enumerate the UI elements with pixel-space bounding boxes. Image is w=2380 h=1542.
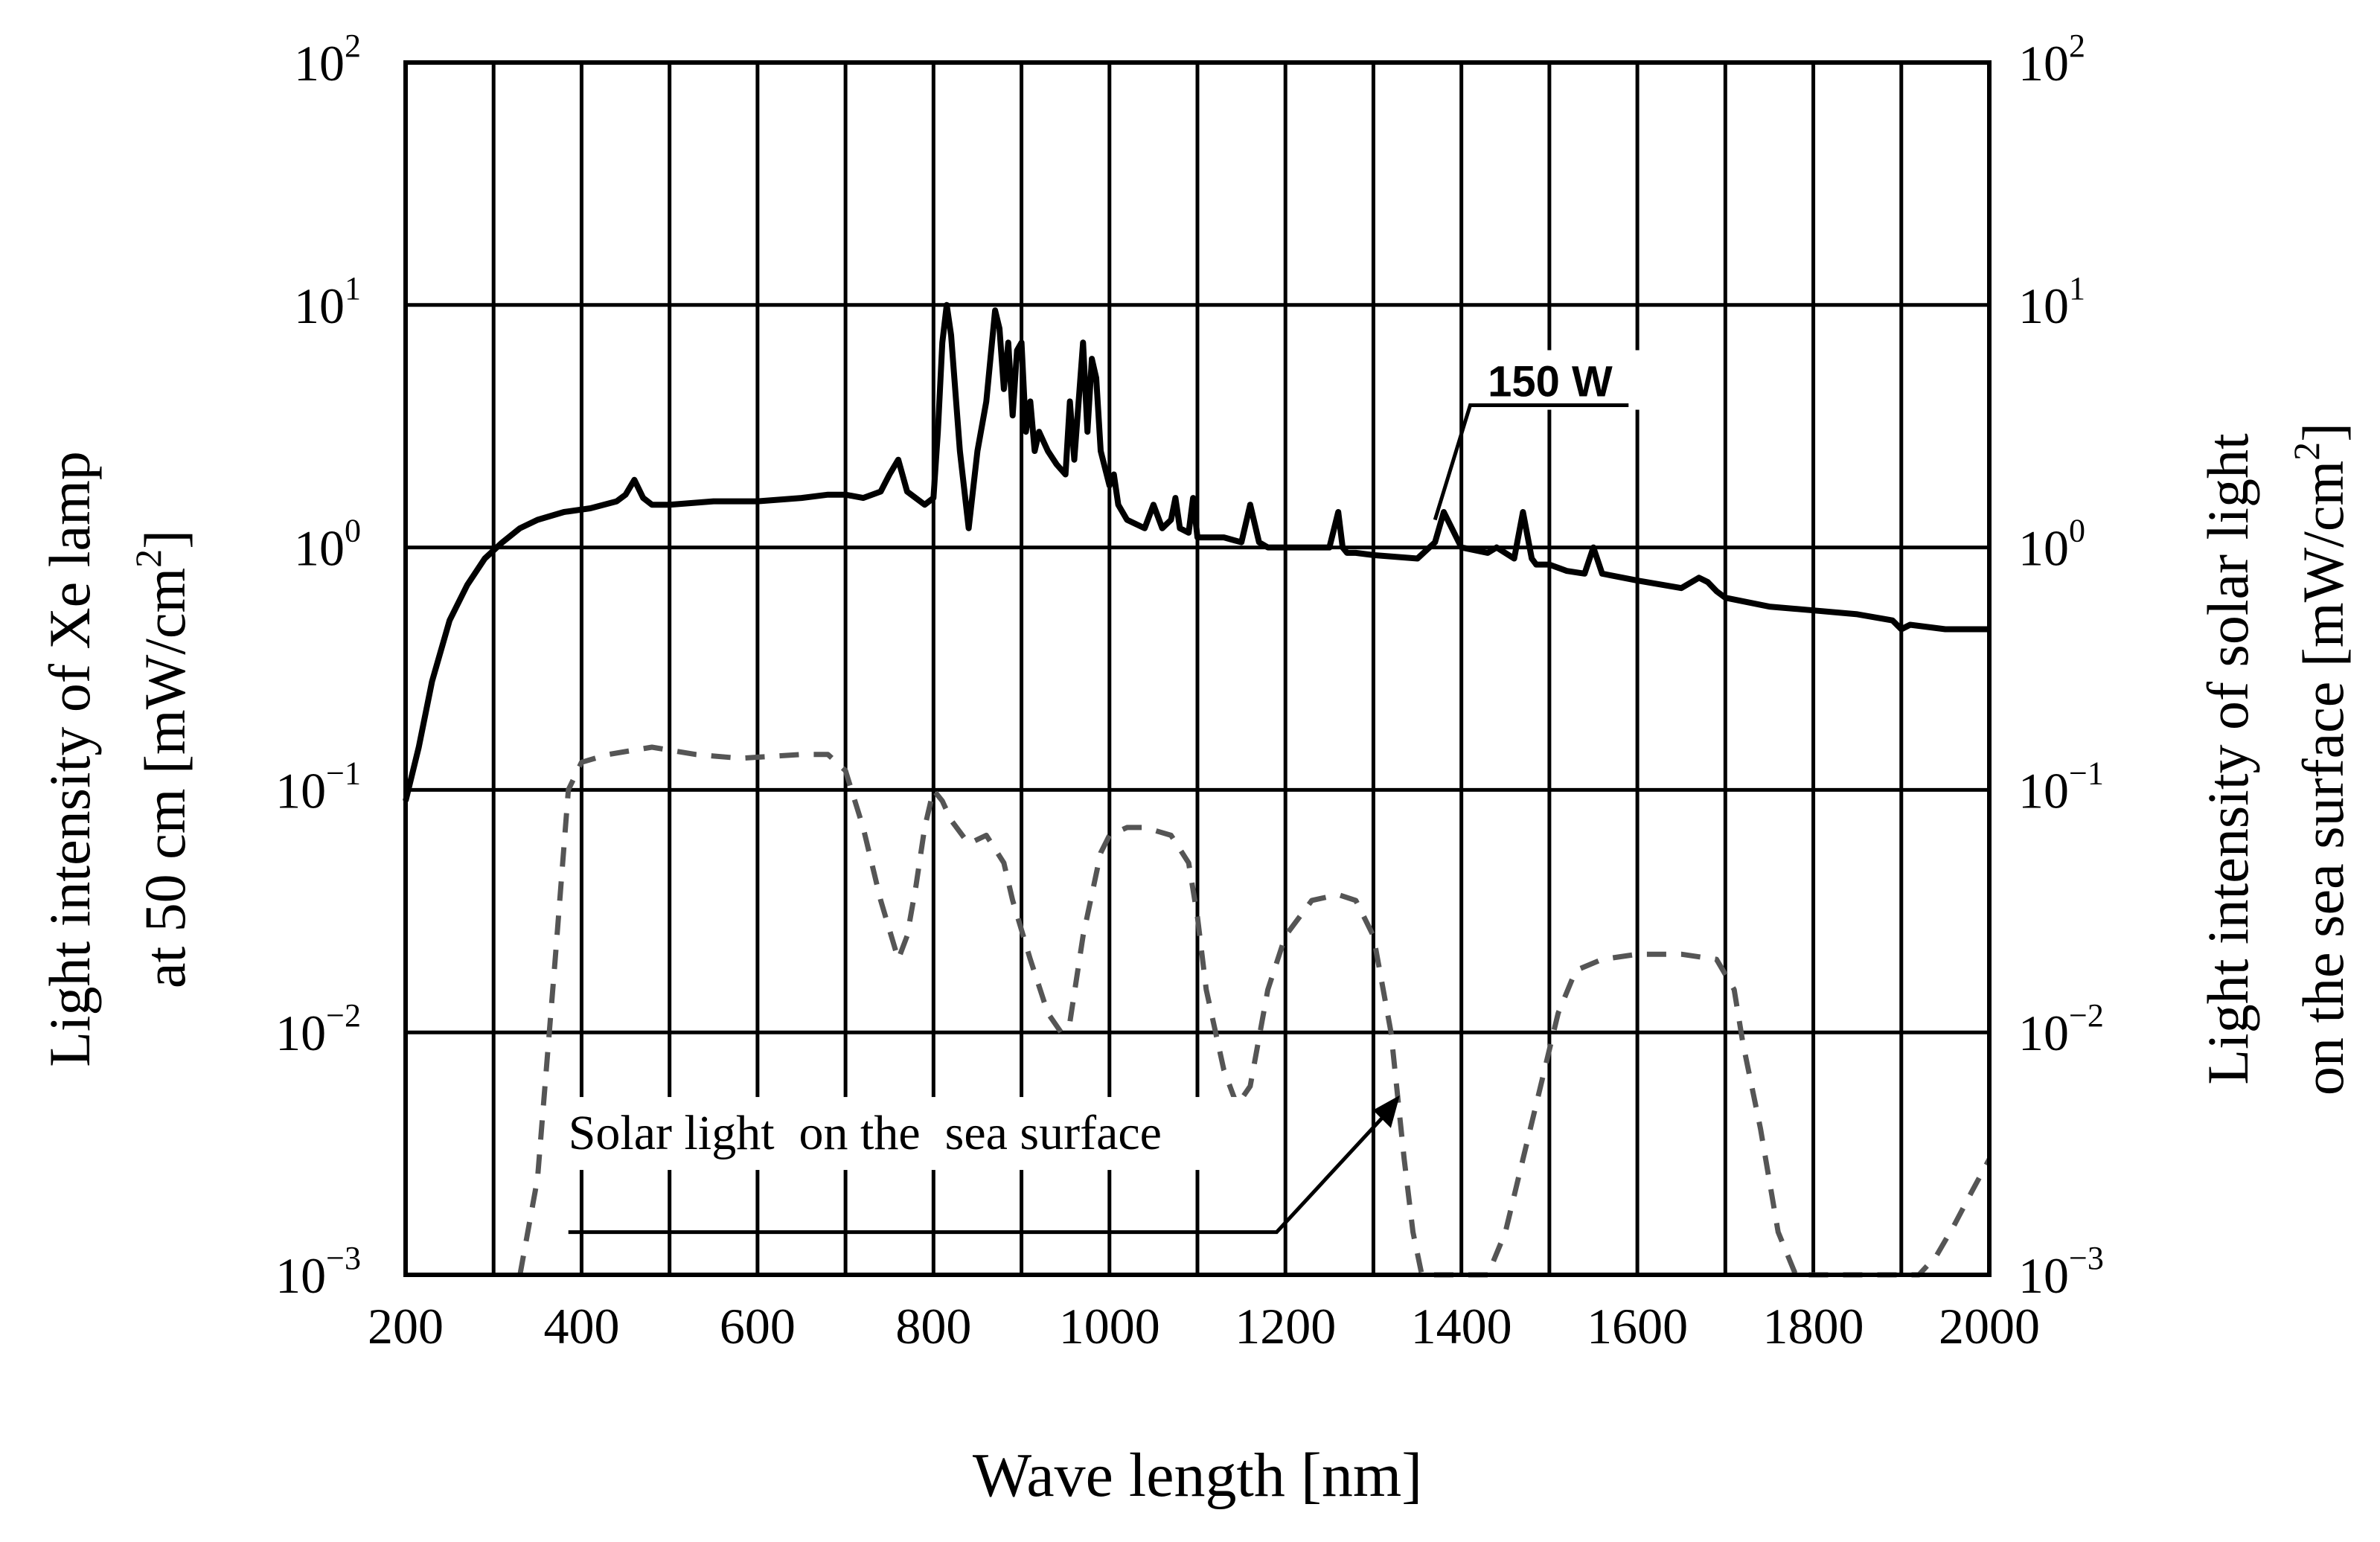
plot-frame (403, 60, 1992, 1277)
x-tick-label: 1200 (1235, 1298, 1336, 1354)
label-solar-arrowhead (1372, 1095, 1400, 1128)
x-tick-label: 600 (720, 1298, 796, 1354)
y-tick-label-right: 101 (2018, 270, 2085, 334)
label-solar-light: Solar light on the sea surface (569, 1106, 1162, 1160)
series-xe-lamp-150w-line (403, 301, 1989, 802)
label-150w: 150 W (1488, 358, 1613, 406)
label-150w-leader-line (1433, 403, 1629, 521)
y-tick-label-left: 102 (294, 28, 361, 92)
x-tick-label: 200 (368, 1298, 444, 1354)
y-tick-label-left: 100 (294, 513, 361, 577)
x-tick-label: 1000 (1059, 1298, 1160, 1354)
y-axis-right-title-superscript: 2 (2285, 442, 2327, 461)
series-solar-light-line (517, 744, 1992, 1278)
annotations: 150 W Solar light on the sea surface (553, 350, 1652, 1235)
x-axis-title: Wave length [nm] (973, 1441, 1422, 1510)
y-axis-right-title-line1: Light intensity of solar light (2195, 433, 2260, 1085)
label-150w-background (1480, 350, 1652, 410)
y-tick-label-left: 101 (294, 270, 361, 334)
y-axis-right-title: Light intensity of solar light on the se… (2195, 423, 2355, 1095)
y-tick-label-left: 10−1 (275, 755, 361, 819)
label-solar-background (553, 1097, 1283, 1171)
x-tick-label: 1800 (1763, 1298, 1864, 1354)
y-axis-left-title: Light intensity of Xe lamp at 50 cm [mW/… (37, 451, 197, 1067)
y-tick-label-left: 10−3 (275, 1240, 361, 1304)
y-tick-label-right: 10−2 (2018, 997, 2104, 1061)
y-axis-right-title-line2: on the sea surface [mW/cm2] (2285, 423, 2355, 1095)
y-axis-left-title-line2-text: at 50 cm [mW/cm (132, 568, 197, 988)
y-axis-left-title-line1: Light intensity of Xe lamp (37, 451, 102, 1067)
x-tick-label: 1400 (1411, 1298, 1512, 1354)
x-axis-ticks: 200 400 600 800 1000 1200 1400 1600 1800 2000 (368, 1298, 2040, 1354)
x-tick-label: 2000 (1939, 1298, 2040, 1354)
y-axis-left-title-line2: at 50 cm [mW/cm2] (127, 530, 197, 988)
x-tick-label: 800 (895, 1298, 971, 1354)
y-axis-left-title-close: ] (132, 530, 197, 549)
x-tick-label: 1600 (1587, 1298, 1688, 1354)
y-tick-label-left: 10−2 (275, 997, 361, 1061)
x-tick-label: 400 (543, 1298, 619, 1354)
grid (406, 63, 1989, 1275)
y-axis-right-title-close: ] (2291, 423, 2355, 442)
y-tick-label-right: 102 (2018, 28, 2085, 92)
y-axis-right-title-line2-text: on the sea surface [mW/cm (2291, 461, 2355, 1095)
series-group (403, 301, 1992, 1278)
y-axis-left-title-superscript: 2 (127, 549, 169, 568)
y-axis-left-ticks: 102 101 100 10−1 10−2 10−3 (275, 28, 361, 1304)
y-tick-label-right: 100 (2018, 513, 2085, 577)
y-tick-label-right: 10−3 (2018, 1240, 2104, 1304)
y-axis-right-ticks: 102 101 100 10−1 10−2 10−3 (2018, 28, 2104, 1304)
y-tick-label-right: 10−1 (2018, 755, 2104, 819)
label-solar-leader-line (568, 1110, 1389, 1235)
